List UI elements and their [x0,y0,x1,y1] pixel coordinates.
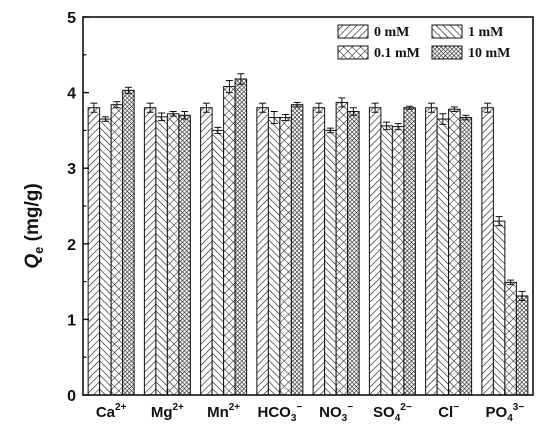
bar [178,114,191,396]
x-category-label: Mn2+ [207,402,240,421]
y-tick-label: 4 [67,86,76,103]
bar [143,107,157,396]
bar [211,129,225,396]
bar [99,118,112,396]
bar [492,220,506,396]
y-axis-title-main: Q [22,254,43,269]
bar [110,104,124,396]
legend-label: 10 mM [468,46,510,61]
bar [436,118,450,396]
bar [122,89,135,396]
bar [267,117,281,396]
x-categories-layer: Ca2+ Mg2+ Mn2+ HCO3− NO3− SO42− Cl− PO43− [96,402,525,424]
y-axis-title: Qe (mg/g) [22,183,46,268]
bar [155,116,168,396]
legend-label: 1 mM [468,25,503,40]
bars-layer [87,78,529,396]
bar [515,295,529,396]
bar [504,281,517,396]
x-category-label: Mg2+ [151,402,184,421]
legend-label: 0 mM [374,25,409,40]
legend-label: 0.1 mM [374,46,420,61]
x-category-label: PO43− [486,402,525,424]
legend-swatch [337,24,369,39]
y-axis-title-sub: e [31,247,46,254]
bar [324,129,337,396]
bar [347,111,360,396]
legend-swatch [337,45,369,60]
bar [448,108,461,396]
bar [279,117,292,396]
y-axis-title-unit: (mg/g) [22,183,43,246]
legend-swatch [431,45,463,60]
bar [459,117,473,396]
y-tick-label: 2 [67,237,76,254]
bar [290,104,304,396]
y-tick-label: 3 [67,161,76,178]
bar [200,107,213,396]
bar [368,107,382,396]
x-category-label: SO42− [373,402,412,424]
bar [425,107,438,396]
y-ticks-layer: 0 1 2 3 4 5 [67,10,506,405]
bar [481,107,494,396]
bar [403,107,416,396]
y-tick-label: 5 [67,10,76,27]
x-category-label: NO3− [319,402,353,424]
bar [391,126,405,396]
bar [166,113,180,396]
bar [223,86,236,396]
legend: 0 mM 1 mM 0.1 mM 10 mM [337,24,510,61]
bar [87,107,101,396]
bar [234,78,248,396]
x-category-label: Ca2+ [96,402,127,421]
bar [335,101,349,396]
y-tick-label: 1 [67,312,76,329]
bar [312,107,326,396]
y-tick-label: 0 [67,388,76,405]
x-category-label: Cl− [438,402,459,421]
x-category-label: HCO3− [258,402,303,424]
legend-swatch [431,24,463,39]
bar [380,125,393,396]
error-bars-layer [90,73,526,301]
bar [256,107,269,396]
